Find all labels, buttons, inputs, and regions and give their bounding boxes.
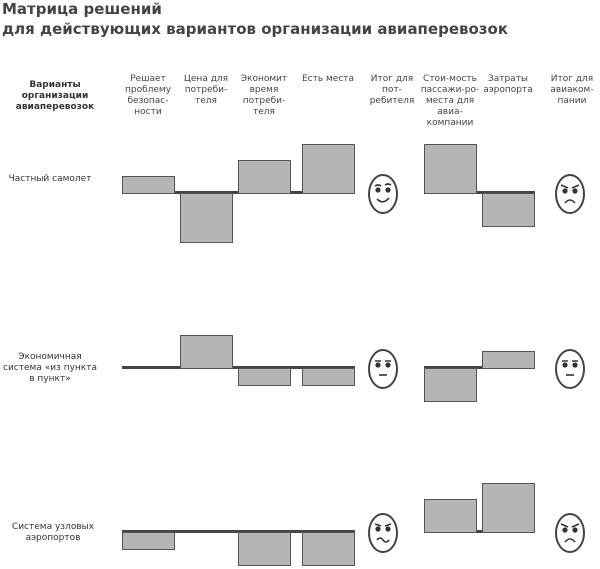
title-line-1: Матрица решений xyxy=(2,0,162,18)
consumer-bar xyxy=(302,368,355,386)
airline-bar xyxy=(424,144,477,194)
column-header-airport-costs: Затраты аэропорта xyxy=(483,74,533,95)
airline-bar xyxy=(482,483,535,533)
airline-bar xyxy=(482,351,535,369)
airline-baseline xyxy=(424,366,535,369)
row-label-private-jet: Частный самолет xyxy=(8,174,92,184)
airline-bar xyxy=(482,193,535,227)
consumer-bar xyxy=(238,368,291,386)
consumer-bar xyxy=(122,176,175,194)
row-label-point-to-point: Экономичная система «из пункта в пункт» xyxy=(3,352,97,384)
title-line-2: для действующих вариантов организации ав… xyxy=(2,20,509,38)
angry-face-icon xyxy=(554,511,586,555)
neutral-face-icon xyxy=(367,347,399,391)
row-label-hub-system: Система узловых аэропортов xyxy=(11,522,95,543)
neutral-face-icon xyxy=(554,347,586,391)
consumer-bar xyxy=(238,532,291,566)
column-header-consumer-total: Итог для пот-ребителя xyxy=(369,74,415,106)
airline-bar xyxy=(424,499,477,533)
happy-face-icon xyxy=(367,172,399,216)
row-header: Варианты организации авиаперевозок xyxy=(15,80,95,112)
column-header-seat-cost: Стои-мость пассажи-ро-места для авиа-ком… xyxy=(420,74,480,128)
column-header-seats: Есть места xyxy=(301,74,355,84)
column-header-price: Цена для потреби-теля xyxy=(183,74,229,106)
angry-face-icon xyxy=(554,172,586,216)
airline-baseline xyxy=(424,530,535,533)
consumer-bar xyxy=(302,532,355,566)
consumer-bar xyxy=(180,335,233,369)
worried-face-icon xyxy=(367,511,399,555)
column-header-safety: Решает проблему безопас-ности xyxy=(124,74,172,117)
consumer-bar xyxy=(238,160,291,194)
airline-baseline xyxy=(424,191,535,194)
column-header-time: Экономит время потреби-теля xyxy=(240,74,288,117)
consumer-bar xyxy=(180,193,233,243)
consumer-bar xyxy=(302,144,355,194)
consumer-baseline xyxy=(122,366,355,369)
column-header-airline-total: Итог для авиаком-пании xyxy=(550,74,594,106)
consumer-bar xyxy=(122,532,175,550)
consumer-baseline xyxy=(122,530,355,533)
airline-bar xyxy=(424,368,477,402)
